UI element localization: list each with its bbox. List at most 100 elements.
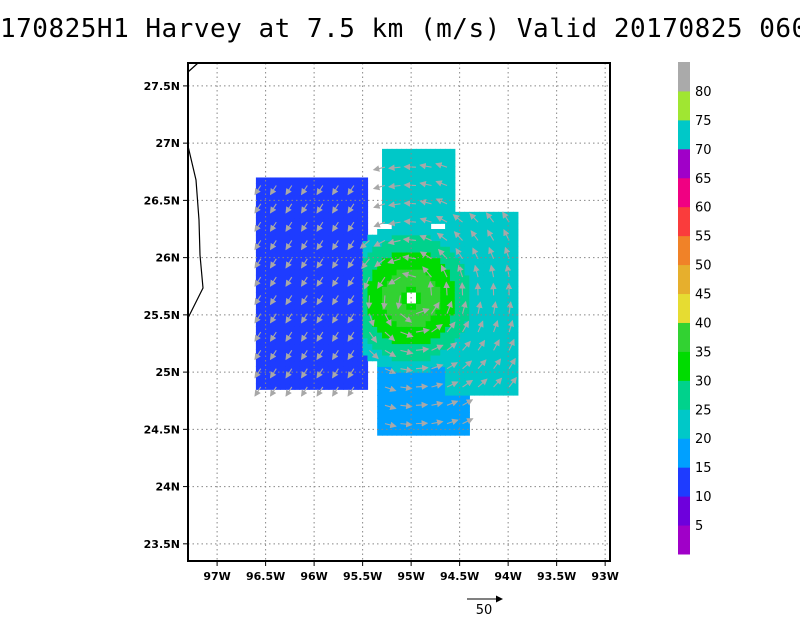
wind-cell — [449, 314, 456, 322]
x-tick-label: 95W — [397, 570, 424, 583]
wind-cell — [343, 194, 349, 201]
wind-cell — [357, 320, 364, 327]
wind-cell — [396, 314, 403, 322]
wind-cell — [415, 200, 422, 207]
wind-cell — [323, 326, 330, 333]
wind-cell — [386, 417, 393, 425]
wind-cell — [411, 360, 417, 367]
wind-cell — [493, 372, 500, 379]
wind-cell — [318, 326, 325, 333]
wind-cell — [508, 366, 514, 373]
wind-cell — [406, 286, 412, 293]
wind-cell — [304, 314, 310, 322]
wind-cell — [285, 217, 291, 224]
wind-cell — [338, 303, 344, 310]
wind-vector — [269, 203, 277, 214]
wind-cell — [309, 383, 315, 390]
wind-cell — [435, 372, 441, 379]
wind-cell — [469, 240, 475, 247]
wind-cell — [357, 337, 364, 345]
wind-cell — [445, 291, 451, 299]
wind-vector — [347, 258, 355, 269]
x-axis-ticks: 97W 96.5W 96W 95.5W 95W 94.5W 94W 93.5W 93W — [203, 561, 619, 583]
wind-cell — [512, 257, 519, 264]
wind-cell — [493, 269, 500, 276]
wind-cell — [323, 337, 330, 345]
wind-cell — [459, 257, 466, 264]
wind-cell — [411, 320, 417, 327]
wind-cell — [391, 314, 398, 322]
wind-cell — [285, 251, 291, 259]
wind-cell — [430, 274, 436, 282]
wind-cell — [255, 229, 262, 236]
wind-cell — [503, 257, 509, 264]
wind-cell — [275, 360, 281, 367]
wind-vector — [363, 276, 370, 290]
wind-cell — [280, 332, 286, 339]
wind-cell — [343, 274, 349, 282]
wind-cell — [430, 423, 436, 430]
wind-cell — [275, 320, 281, 327]
wind-cell — [430, 412, 436, 419]
wind-cell — [401, 343, 407, 350]
wind-cell — [459, 297, 466, 305]
wind-cell — [512, 297, 519, 305]
wind-cell — [309, 194, 315, 201]
wind-vector — [347, 221, 355, 232]
wind-cell — [294, 332, 301, 339]
wind-cell — [401, 326, 407, 333]
wind-cell — [411, 234, 417, 242]
wind-cell — [411, 406, 417, 413]
wind-cell — [265, 320, 272, 327]
wind-cell — [382, 269, 388, 276]
wind-cell — [328, 188, 335, 196]
wind-cell — [367, 332, 373, 339]
wind-cell — [377, 332, 383, 339]
wind-cell — [299, 251, 306, 259]
wind-cell — [479, 337, 485, 345]
wind-cell — [280, 354, 286, 362]
wind-cell — [255, 377, 262, 385]
wind-cell — [299, 309, 306, 316]
wind-cell — [275, 206, 281, 213]
wind-cell — [255, 286, 262, 293]
wind-cell — [328, 372, 335, 379]
wind-cell — [294, 217, 301, 224]
wind-cell — [449, 229, 456, 236]
wind-cell — [396, 257, 403, 264]
wind-cell — [333, 251, 339, 259]
wind-cell — [348, 337, 354, 345]
wind-cell — [445, 154, 451, 161]
wind-cell — [391, 154, 398, 161]
wind-cell — [464, 354, 470, 362]
wind-cell — [362, 366, 369, 373]
wind-cell — [459, 360, 466, 367]
wind-cell — [488, 326, 495, 333]
wind-vector — [415, 346, 430, 353]
wind-cell — [420, 286, 427, 293]
wind-cell — [415, 377, 422, 385]
wind-cell — [464, 406, 470, 413]
wind-cell — [304, 217, 310, 224]
wind-cell — [304, 383, 310, 390]
wind-cell — [454, 423, 461, 430]
wind-cell — [357, 366, 364, 373]
wind-cell — [415, 280, 422, 287]
wind-cell — [299, 177, 306, 184]
wind-cell — [357, 234, 364, 242]
wind-cell — [479, 269, 485, 276]
wind-cell — [469, 269, 475, 276]
wind-cell — [265, 332, 272, 339]
wind-cell — [260, 234, 267, 242]
wind-cell — [367, 257, 373, 264]
wind-cell — [304, 326, 310, 333]
wind-cell — [348, 217, 354, 224]
wind-cell — [348, 286, 354, 293]
wind-cell — [309, 366, 315, 373]
wind-cell — [445, 326, 451, 333]
wind-cell — [362, 291, 369, 299]
wind-cell — [367, 240, 373, 247]
wind-cell — [299, 377, 306, 385]
wind-cell — [304, 234, 310, 242]
wind-cell — [333, 177, 339, 184]
